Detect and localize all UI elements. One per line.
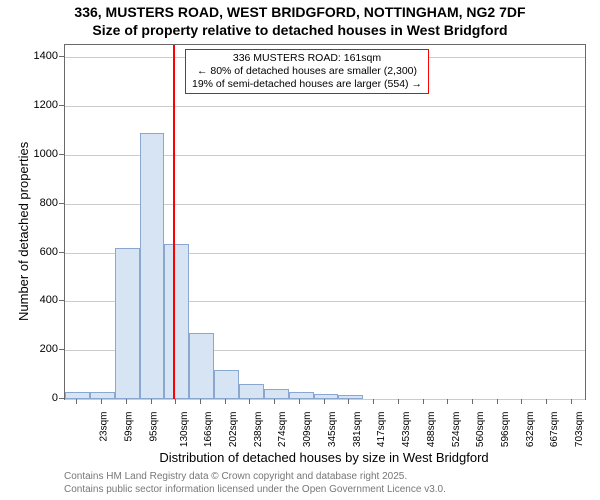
x-tick-mark	[472, 399, 473, 404]
x-tick-mark	[249, 399, 250, 404]
annot-line-3: 19% of semi-detached houses are larger (…	[192, 78, 422, 91]
y-tick-label: 600	[18, 246, 58, 258]
x-tick-mark	[175, 399, 176, 404]
plot-area: 336 MUSTERS ROAD: 161sqm← 80% of detache…	[64, 44, 586, 400]
x-tick-mark	[274, 399, 275, 404]
x-tick-mark	[373, 399, 374, 404]
x-tick-label: 59sqm	[124, 412, 135, 442]
histogram-bar	[115, 248, 140, 399]
x-tick-mark	[200, 399, 201, 404]
x-tick-label: 524sqm	[451, 412, 462, 448]
annot-line-1: 336 MUSTERS ROAD: 161sqm	[192, 52, 422, 65]
histogram-bar	[189, 333, 214, 399]
x-axis-label: Distribution of detached houses by size …	[64, 450, 584, 465]
y-tick-mark	[59, 349, 64, 350]
x-tick-label: 453sqm	[401, 412, 412, 448]
x-tick-mark	[521, 399, 522, 404]
x-tick-label: 381sqm	[352, 412, 363, 448]
x-tick-label: 309sqm	[302, 412, 313, 448]
credits: Contains HM Land Registry data © Crown c…	[64, 471, 446, 496]
x-tick-mark	[497, 399, 498, 404]
annotation-box: 336 MUSTERS ROAD: 161sqm← 80% of detache…	[185, 49, 429, 94]
x-tick-label: 667sqm	[550, 412, 561, 448]
x-tick-label: 345sqm	[327, 412, 338, 448]
histogram-bar	[214, 370, 239, 399]
x-tick-mark	[423, 399, 424, 404]
y-tick-label: 0	[18, 392, 58, 404]
y-tick-label: 1200	[18, 99, 58, 111]
x-tick-label: 703sqm	[574, 412, 585, 448]
x-tick-label: 632sqm	[525, 412, 536, 448]
y-tick-label: 1000	[18, 148, 58, 160]
x-tick-label: 130sqm	[179, 412, 190, 448]
title-line-1: 336, MUSTERS ROAD, WEST BRIDGFORD, NOTTI…	[0, 4, 600, 22]
y-tick-label: 200	[18, 343, 58, 355]
histogram-bar	[338, 395, 363, 399]
x-tick-label: 417sqm	[376, 412, 387, 448]
credit-line-2: Contains public sector information licen…	[64, 484, 446, 497]
histogram-bar	[264, 389, 289, 399]
credit-line-1: Contains HM Land Registry data © Crown c…	[64, 471, 446, 484]
grid-line	[65, 399, 585, 400]
title-line-2: Size of property relative to detached ho…	[0, 22, 600, 40]
x-tick-label: 23sqm	[99, 412, 110, 442]
x-tick-mark	[76, 399, 77, 404]
x-tick-label: 166sqm	[203, 412, 214, 448]
histogram-bar	[140, 133, 165, 399]
histogram-bar	[289, 392, 314, 399]
x-tick-mark	[571, 399, 572, 404]
x-tick-mark	[151, 399, 152, 404]
annot-line-2: ← 80% of detached houses are smaller (2,…	[192, 65, 422, 78]
x-tick-mark	[348, 399, 349, 404]
histogram-bar	[239, 384, 264, 399]
x-tick-mark	[299, 399, 300, 404]
y-tick-label: 400	[18, 294, 58, 306]
x-tick-label: 238sqm	[253, 412, 264, 448]
chart-frame: 336, MUSTERS ROAD, WEST BRIDGFORD, NOTTI…	[0, 0, 600, 500]
grid-line	[65, 106, 585, 107]
x-tick-mark	[447, 399, 448, 404]
x-tick-mark	[398, 399, 399, 404]
x-tick-label: 560sqm	[475, 412, 486, 448]
y-tick-mark	[59, 252, 64, 253]
x-tick-mark	[324, 399, 325, 404]
y-tick-mark	[59, 398, 64, 399]
y-tick-mark	[59, 105, 64, 106]
property-marker-line	[173, 45, 175, 399]
histogram-bar	[164, 244, 189, 399]
y-tick-mark	[59, 154, 64, 155]
x-tick-mark	[101, 399, 102, 404]
y-tick-mark	[59, 203, 64, 204]
histogram-bar	[90, 392, 115, 399]
x-tick-mark	[225, 399, 226, 404]
x-tick-mark	[546, 399, 547, 404]
y-tick-mark	[59, 56, 64, 57]
y-tick-label: 800	[18, 197, 58, 209]
histogram-bar	[314, 394, 339, 399]
y-tick-label: 1400	[18, 50, 58, 62]
histogram-bar	[65, 392, 90, 399]
x-tick-label: 274sqm	[278, 412, 289, 448]
x-tick-label: 596sqm	[500, 412, 511, 448]
title-block: 336, MUSTERS ROAD, WEST BRIDGFORD, NOTTI…	[0, 4, 600, 39]
x-tick-mark	[126, 399, 127, 404]
y-tick-mark	[59, 300, 64, 301]
x-tick-label: 95sqm	[148, 412, 159, 442]
x-tick-label: 202sqm	[228, 412, 239, 448]
x-tick-label: 488sqm	[426, 412, 437, 448]
